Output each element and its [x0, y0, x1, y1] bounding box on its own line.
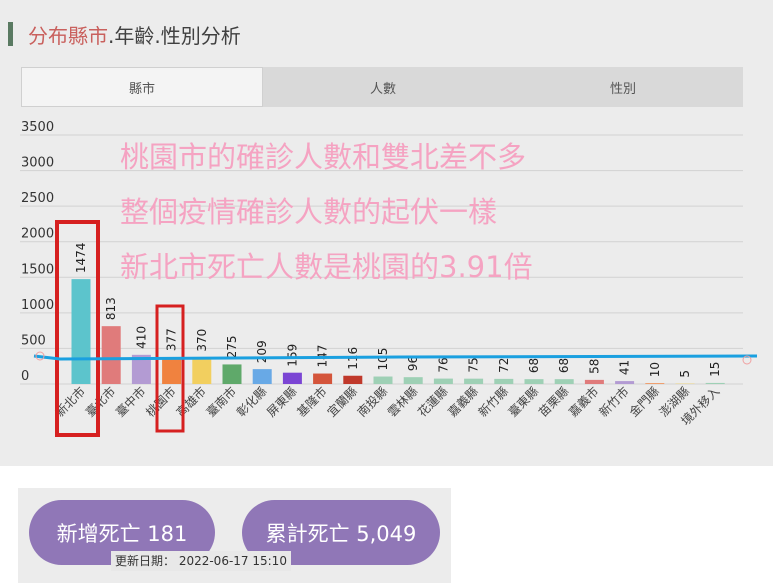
bar [584, 379, 604, 384]
bar-value-label: 410 [134, 326, 148, 349]
title-highlight: 分布縣市 [28, 24, 108, 48]
x-tick-label: 新竹市 [596, 384, 632, 420]
x-tick-label: 宜蘭縣 [324, 384, 360, 420]
bar [131, 354, 151, 384]
x-tick-label: 嘉義縣 [445, 384, 481, 420]
x-tick-label: 高雄市 [173, 384, 209, 420]
bar-value-label: 377 [165, 328, 179, 351]
bar [222, 364, 242, 384]
bar-value-label: 76 [436, 357, 450, 372]
bar-chart: 05001000150020002500300035001474新北市813臺北… [20, 120, 758, 437]
x-tick-label: 屏東縣 [264, 384, 299, 419]
bar [524, 379, 544, 384]
x-tick-label: 臺中市 [112, 384, 148, 420]
y-tick-label: 0 [21, 369, 29, 384]
x-tick-label: 苗栗縣 [536, 384, 571, 419]
bar [71, 279, 91, 384]
annotation-text: 新北市死亡人數是桃園的3.91倍 [120, 250, 533, 284]
bar [464, 378, 484, 384]
bar-value-label: 813 [104, 297, 118, 320]
x-tick-label: 南投縣 [354, 384, 390, 420]
highlight-box-taoyuan [155, 304, 185, 433]
annotation-text: 桃園市的確診人數和雙北差不多 [120, 140, 526, 174]
bar-value-label: 72 [497, 358, 511, 373]
bar [373, 376, 393, 384]
y-tick-label: 2500 [21, 191, 54, 206]
x-tick-label: 臺南市 [203, 384, 239, 420]
bar [403, 377, 423, 384]
y-tick-label: 3500 [21, 120, 54, 135]
bar-value-label: 370 [195, 329, 209, 352]
reference-line [33, 354, 758, 361]
page-title: 分布縣市.年齡.性別分析 [28, 20, 241, 49]
x-tick-label: 嘉義市 [565, 384, 601, 420]
y-tick-label: 500 [21, 333, 46, 348]
tab-gender[interactable]: 性別 [609, 81, 636, 97]
bar-value-label: 41 [618, 360, 632, 375]
y-tick-label: 2000 [21, 227, 54, 242]
x-tick-label: 臺東縣 [505, 384, 541, 420]
tab-county[interactable]: 縣市 [21, 67, 263, 107]
x-tick-label: 雲林縣 [385, 384, 420, 419]
x-tick-label: 彰化縣 [233, 384, 269, 420]
x-tick-label: 新竹縣 [475, 384, 511, 420]
bar [101, 326, 121, 384]
tab-count[interactable]: 人數 [369, 81, 396, 97]
bar [252, 369, 272, 384]
x-tick-label: 基隆市 [294, 384, 330, 420]
update-date: 更新日期： 2022-06-17 15:10 [111, 551, 291, 571]
chart-panel: 分布縣市.年齡.性別分析 縣市 人數 性別 0 500 1000 1500 2000 25… [0, 0, 773, 466]
bar [282, 372, 302, 384]
bar-value-label: 1474 [74, 243, 88, 274]
bar [615, 381, 635, 384]
bar-value-label: 68 [557, 358, 571, 373]
bar-value-label: 5 [678, 370, 692, 378]
bar-value-label: 105 [376, 348, 390, 371]
bar-value-label: 209 [255, 340, 269, 363]
annotation-text: 整個疫情確診人數的起伏一樣 [120, 195, 497, 229]
y-tick-label: 3000 [21, 156, 54, 171]
death-stats-panel: 新增死亡 181 累計死亡 5,049 更新日期： 2022-06-17 15:… [18, 488, 451, 583]
x-tick-label: 金門縣 [626, 384, 662, 420]
bar [705, 382, 725, 384]
title-accent-bar [8, 22, 13, 46]
bar [162, 357, 182, 384]
highlight-box-new-taipei [55, 220, 100, 437]
bar [313, 373, 333, 384]
bar-value-label: 159 [285, 344, 299, 367]
bar [433, 378, 453, 384]
bar-value-label: 275 [225, 336, 239, 359]
x-tick-label: 臺北市 [82, 384, 118, 420]
y-tick-label: 1500 [21, 262, 54, 277]
bar [343, 375, 363, 384]
bar-value-label: 96 [406, 356, 420, 371]
reference-line-start-marker [35, 351, 45, 361]
bar [554, 379, 574, 384]
bar-value-label: 10 [648, 362, 662, 377]
bar [494, 378, 514, 384]
bar-value-label: 15 [708, 362, 722, 377]
reference-line-end-marker [742, 355, 752, 365]
bar [192, 357, 212, 384]
bar-value-label: 58 [587, 359, 601, 374]
bar [645, 383, 665, 384]
x-tick-label: 桃園市 [143, 384, 179, 420]
y-tick-label: 1000 [21, 298, 54, 313]
bar-value-label: 68 [527, 358, 541, 373]
title-rest: .年齡.性別分析 [108, 24, 241, 48]
x-tick-label: 花蓮縣 [414, 384, 450, 420]
tab-bar: 縣市 人數 性別 [21, 67, 743, 107]
bar-value-label: 75 [467, 357, 481, 372]
